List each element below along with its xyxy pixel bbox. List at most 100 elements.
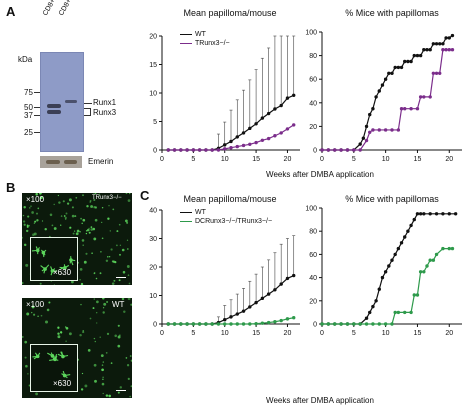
cell-dot [23, 223, 26, 226]
cell-dot [35, 193, 38, 196]
band-pointer [84, 103, 92, 104]
dendritic-cell [57, 351, 69, 359]
series-wt-point [266, 292, 271, 296]
series-ko-point [364, 322, 369, 326]
series-wt-point [223, 318, 227, 322]
series-wt-point [453, 212, 458, 216]
cell-dot [121, 298, 125, 301]
cell-dot [101, 221, 103, 224]
cell-body [69, 258, 73, 262]
cell-dot [59, 331, 63, 334]
series-ko-point [241, 143, 246, 148]
series-ko-point [216, 148, 221, 152]
cell-dot [33, 313, 36, 316]
cell-dot [22, 214, 25, 217]
cell-dot [126, 265, 130, 268]
chart-a1-title: Mean papilloma/mouse [183, 8, 277, 18]
series-ko-point [279, 131, 283, 135]
cell-dot [27, 373, 29, 375]
legend-label-wt: WT [195, 209, 206, 216]
cell-dot [102, 361, 105, 363]
cell-dot [108, 204, 110, 207]
cell-dot [117, 391, 120, 394]
series-ko-point [279, 318, 283, 323]
blot-band [65, 100, 77, 103]
series-wt-point [380, 275, 385, 280]
cell-dot [66, 202, 70, 205]
cell-dot [57, 332, 60, 335]
series-ko-point [166, 148, 170, 152]
series-wt-point [235, 312, 239, 316]
series-ko-point [320, 322, 324, 326]
series-ko-point [358, 322, 362, 326]
cell-dot [93, 193, 95, 195]
x-tick-label: 15 [414, 330, 422, 337]
cell-dot [25, 229, 29, 233]
cell-dot [101, 364, 104, 366]
cell-dot [122, 270, 126, 274]
series-ko-point [260, 138, 265, 143]
cell-dot [87, 349, 91, 352]
series-ko-point [438, 71, 442, 76]
inset-cells [31, 246, 76, 276]
dendritic-cell [50, 266, 58, 276]
series-wt-point [273, 288, 277, 292]
cell-dot [75, 196, 78, 199]
micro-bottom-inset-mag: ×630 [53, 379, 72, 388]
series-ko-point [254, 322, 258, 326]
series-wt-point [403, 235, 407, 239]
series-wt-point [387, 71, 391, 76]
series-ko-point [241, 322, 246, 326]
y-tick-label: 0 [313, 148, 317, 155]
cell-dot [80, 388, 84, 391]
cell-dot [58, 201, 61, 204]
series-ko-point [235, 144, 239, 149]
series-ko-point [248, 142, 252, 146]
series-wt-point [292, 273, 296, 278]
cell-dot [118, 279, 121, 282]
cell-dot [93, 337, 96, 340]
cell-dot [51, 224, 54, 227]
y-tick-label: 10 [149, 293, 157, 300]
cell-dot [31, 311, 33, 314]
cell-dot [84, 384, 88, 388]
micro-top-mag: ×100 [26, 195, 45, 204]
y-tick-label: 40 [309, 100, 317, 107]
y-tick-label: 5 [153, 119, 157, 126]
series-wt-point [223, 143, 227, 147]
cell-dot [24, 356, 27, 359]
series-ko-point [390, 128, 394, 132]
cell-dot [94, 379, 97, 383]
cell-dot [22, 336, 24, 338]
cell-body [41, 250, 46, 255]
cell-dot [79, 279, 81, 281]
cell-dot [57, 335, 61, 339]
series-ko-point [428, 95, 432, 99]
cell-dot [73, 230, 76, 232]
marker-tick [34, 115, 40, 116]
series-wt-point [279, 103, 283, 108]
cell-dot [101, 382, 105, 386]
series-ko-point [204, 322, 208, 326]
series-wt-point [428, 48, 432, 52]
series-ko-point [371, 128, 375, 132]
cell-dot [37, 207, 40, 210]
cell-dot [33, 222, 36, 224]
cell-dot [110, 362, 113, 364]
cell-dot [109, 230, 111, 232]
series-ko-point [393, 310, 397, 315]
series-ko-point [191, 148, 196, 152]
cell-body [50, 354, 55, 358]
cell-dot [116, 230, 119, 233]
cell-dot [126, 364, 130, 367]
x-axis-label-top: Weeks after DMBA application [266, 170, 374, 179]
cell-dot [39, 195, 42, 198]
cell-dot [119, 334, 121, 337]
series-ko-point [447, 246, 451, 251]
cell-dot [108, 394, 111, 398]
series-wt-point [260, 116, 265, 120]
cell-dot [105, 259, 109, 263]
cell-dot [76, 229, 80, 233]
cell-body [61, 354, 65, 359]
